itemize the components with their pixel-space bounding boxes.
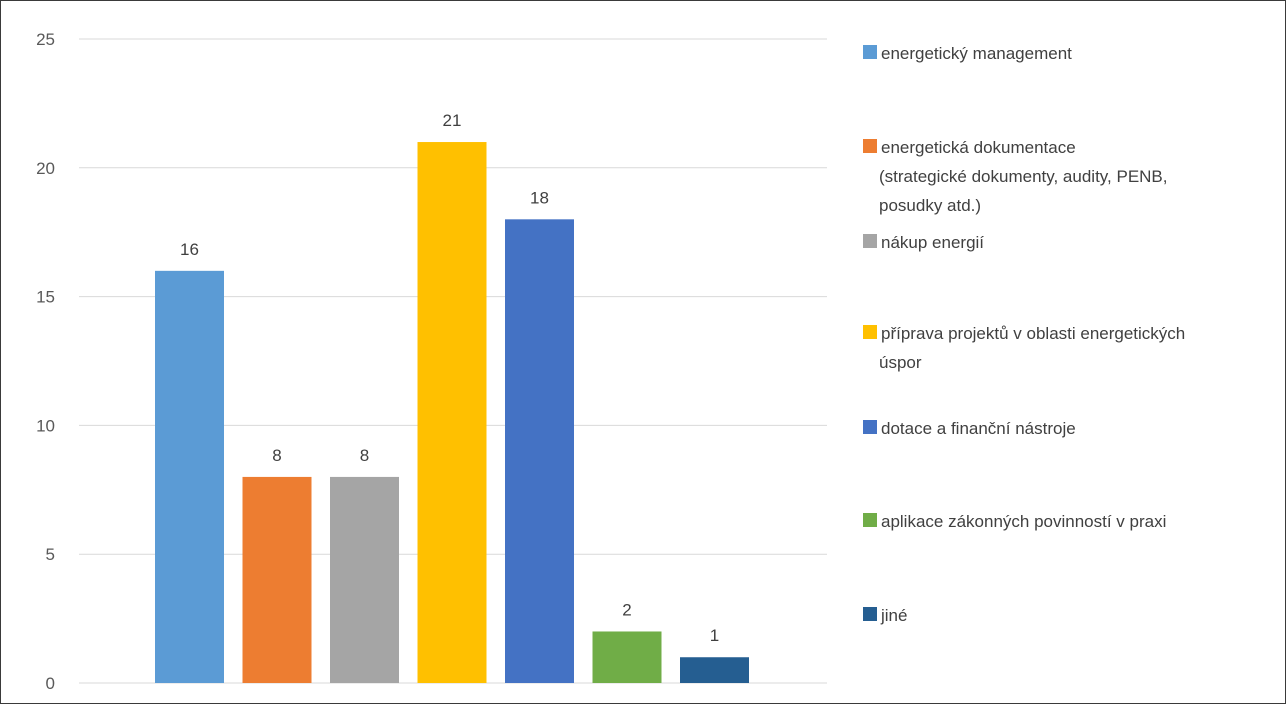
- data-label-2: 8: [272, 446, 281, 465]
- bar-7: [680, 657, 749, 683]
- legend-label-4-line-2: úspor: [879, 353, 922, 372]
- legend-swatch-3: [863, 234, 877, 248]
- legend-label-1-line-1: energetický management: [881, 44, 1072, 63]
- legend-swatch-1: [863, 45, 877, 59]
- legend-label-7-line-1: jiné: [880, 606, 907, 625]
- data-label-7: 1: [710, 626, 719, 645]
- legend-item-2: energetická dokumentace (strategické doku…: [863, 138, 1168, 215]
- bar-3: [330, 476, 399, 683]
- legend-label-2-line-3: posudky atd.): [879, 196, 981, 215]
- data-label-1: 16: [180, 240, 199, 259]
- y-tick-label-25: 25: [36, 30, 55, 49]
- y-tick-label-15: 15: [36, 288, 55, 307]
- legend-swatch-2: [863, 139, 877, 153]
- legend-label-2-line-1: energetická dokumentace: [881, 138, 1076, 157]
- bars: [155, 142, 749, 684]
- y-tick-label-0: 0: [46, 674, 55, 693]
- data-label-4: 21: [443, 111, 462, 130]
- legend-item-1: energetický management: [863, 44, 1072, 63]
- legend-label-2-line-2: (strategické dokumenty, audity, PENB,: [879, 167, 1168, 186]
- legend-label-6-line-1: aplikace zákonných povinností v praxi: [881, 512, 1166, 531]
- bar-1: [155, 270, 224, 683]
- data-label-6: 2: [622, 600, 631, 619]
- legend-label-5-line-1: dotace a finanční nástroje: [881, 419, 1076, 438]
- legend-swatch-7: [863, 607, 877, 621]
- legend-label-4-line-1: příprava projektů v oblasti energetickýc…: [881, 324, 1185, 343]
- legend: energetický management energetická dokume…: [863, 44, 1185, 625]
- bar-4: [417, 142, 487, 684]
- data-label-3: 8: [360, 446, 369, 465]
- legend-item-7: jiné: [863, 606, 907, 625]
- y-tick-label-5: 5: [46, 545, 55, 564]
- legend-swatch-5: [863, 420, 877, 434]
- bar-2: [242, 476, 312, 683]
- legend-swatch-4: [863, 325, 877, 339]
- legend-item-6: aplikace zákonných povinností v praxi: [863, 512, 1166, 531]
- bar-6: [592, 631, 662, 683]
- y-tick-label-10: 10: [36, 416, 55, 435]
- y-axis: 0 5 10 15 20 25: [36, 30, 55, 693]
- legend-item-5: dotace a finanční nástroje: [863, 419, 1076, 438]
- legend-item-4: příprava projektů v oblasti energetickýc…: [863, 324, 1185, 372]
- y-tick-label-20: 20: [36, 159, 55, 178]
- legend-label-3-line-1: nákup energií: [881, 233, 984, 252]
- data-label-5: 18: [530, 188, 549, 207]
- legend-swatch-6: [863, 513, 877, 527]
- legend-item-3: nákup energií: [863, 233, 984, 252]
- bar-5: [505, 219, 574, 683]
